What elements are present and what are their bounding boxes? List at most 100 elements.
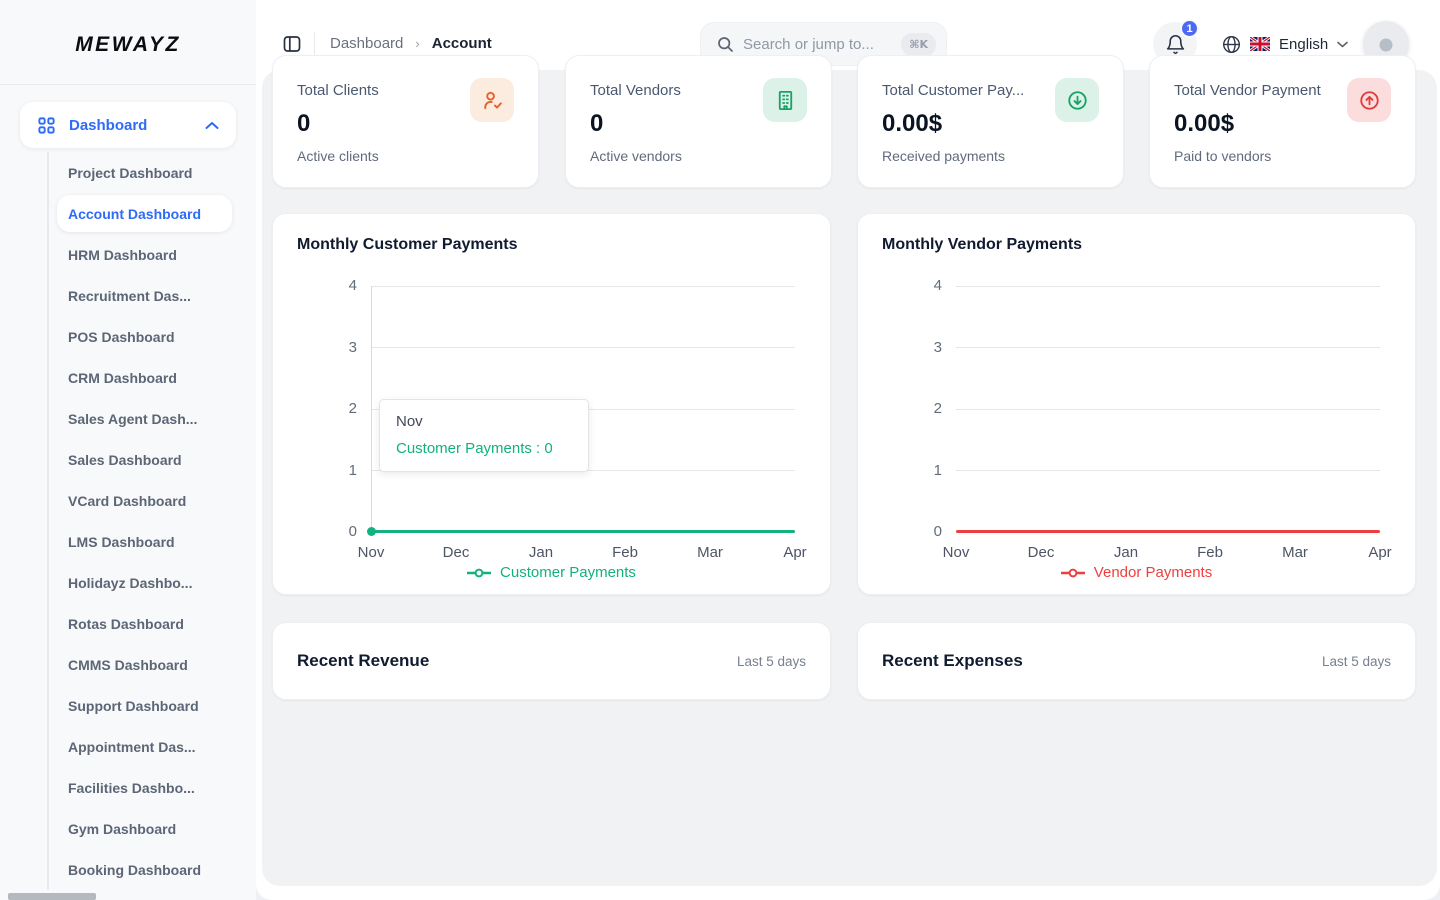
grid-icon xyxy=(37,116,56,135)
stat-label: Total Customer Pay... xyxy=(882,82,1025,99)
chevron-up-icon xyxy=(205,121,219,130)
arrow-up-circle-icon xyxy=(1347,78,1391,122)
x-tick: Feb xyxy=(1197,544,1223,561)
y-tick: 4 xyxy=(348,277,357,294)
sidebar-item-support-dashboard[interactable]: Support Dashboard xyxy=(68,697,199,714)
sidebar-section-label: Dashboard xyxy=(69,116,148,134)
legend-marker-icon xyxy=(467,567,492,579)
stat-value: 0.00$ xyxy=(1174,110,1235,137)
sidebar: MEWAYZ Dashboard Project Dashboard Accou… xyxy=(0,0,256,900)
legend-label: Customer Payments xyxy=(500,564,636,581)
uk-flag-icon xyxy=(1250,37,1270,51)
bell-icon xyxy=(1166,34,1184,54)
chevron-down-icon xyxy=(1337,41,1349,48)
breadcrumb: Dashboard › Account xyxy=(330,35,492,52)
notification-count-badge: 1 xyxy=(1180,19,1199,38)
user-check-icon xyxy=(470,78,514,122)
x-tick: Mar xyxy=(1282,544,1308,561)
card-title: Recent Expenses xyxy=(882,651,1023,670)
stat-card-total-customer-payment: Total Customer Pay... 0.00$ Received pay… xyxy=(857,55,1124,188)
y-tick: 3 xyxy=(933,339,942,356)
chart-monthly-vendor-payments: Monthly Vendor Payments 4 3 2 1 0 Nov De… xyxy=(857,213,1416,595)
sidebar-item-sales-dashboard[interactable]: Sales Dashboard xyxy=(68,451,182,468)
x-tick: Jan xyxy=(528,544,554,561)
stat-card-total-vendors: Total Vendors 0 Active vendors xyxy=(565,55,832,188)
sidebar-nav: Project Dashboard Account Dashboard HRM … xyxy=(0,152,256,890)
chart-tooltip: Nov Customer Payments : 0 xyxy=(379,399,589,472)
plot-area[interactable] xyxy=(956,286,1380,533)
sidebar-divider xyxy=(0,84,256,85)
sidebar-tree-line xyxy=(47,152,49,890)
sidebar-item-lms-dashboard[interactable]: LMS Dashboard xyxy=(68,533,175,550)
legend-marker-icon xyxy=(1060,567,1085,579)
header-divider xyxy=(314,32,315,56)
vendor-payments-series-line xyxy=(956,530,1380,533)
stat-caption: Active clients xyxy=(297,148,379,164)
card-title: Recent Revenue xyxy=(297,651,430,670)
sidebar-item-sales-agent-dashboard[interactable]: Sales Agent Dash... xyxy=(68,410,198,427)
sidebar-scrollbar[interactable] xyxy=(8,893,96,900)
card-period: Last 5 days xyxy=(736,653,806,669)
x-tick: Nov xyxy=(942,544,970,561)
brand-logo: MEWAYZ xyxy=(75,33,181,56)
breadcrumb-section[interactable]: Dashboard xyxy=(330,35,404,52)
sidebar-item-account-dashboard[interactable]: Account Dashboard xyxy=(0,193,256,234)
x-tick: Nov xyxy=(357,544,385,561)
card-period: Last 5 days xyxy=(1321,653,1391,669)
stat-label: Total Clients xyxy=(297,82,379,99)
chart-monthly-customer-payments: Monthly Customer Payments 4 3 2 1 0 Nov … xyxy=(272,213,831,595)
sidebar-item-vcard-dashboard[interactable]: VCard Dashboard xyxy=(68,492,187,509)
search-icon xyxy=(717,36,734,53)
stat-label: Total Vendor Payment xyxy=(1174,82,1321,99)
x-tick: Apr xyxy=(783,544,807,561)
x-tick: Dec xyxy=(442,544,470,561)
sidebar-item-recruitment-dashboard[interactable]: Recruitment Das... xyxy=(68,287,191,304)
sidebar-toggle-icon[interactable] xyxy=(283,35,301,53)
recent-expenses-card: Recent Expenses Last 5 days xyxy=(857,622,1416,700)
sidebar-item-holidayz-dashboard[interactable]: Holidayz Dashbo... xyxy=(68,574,193,591)
stat-caption: Paid to vendors xyxy=(1174,148,1272,164)
language-selector[interactable]: English xyxy=(1222,26,1349,62)
main-panel: Dashboard › Account ⌘K 1 xyxy=(256,0,1440,900)
stat-value: 0.00$ xyxy=(882,110,943,137)
y-tick: 0 xyxy=(348,523,357,540)
x-tick: Feb xyxy=(612,544,638,561)
sidebar-item-gym-dashboard[interactable]: Gym Dashboard xyxy=(68,820,177,837)
search-input[interactable] xyxy=(743,35,893,53)
y-tick: 2 xyxy=(348,400,357,417)
sidebar-section-dashboard[interactable]: Dashboard xyxy=(20,102,236,148)
sidebar-item-cmms-dashboard[interactable]: CMMS Dashboard xyxy=(68,656,188,673)
breadcrumb-current: Account xyxy=(431,35,492,52)
chart-legend[interactable]: Customer Payments xyxy=(273,564,830,581)
hovered-data-point xyxy=(367,527,376,536)
chart-crosshair xyxy=(371,286,372,532)
language-label: English xyxy=(1279,35,1329,53)
stat-card-total-clients: Total Clients 0 Active clients xyxy=(272,55,539,188)
stat-card-total-vendor-payment: Total Vendor Payment 0.00$ Paid to vendo… xyxy=(1149,55,1416,188)
sidebar-item-pos-dashboard[interactable]: POS Dashboard xyxy=(68,328,175,345)
sidebar-item-project-dashboard[interactable]: Project Dashboard xyxy=(68,164,193,181)
sidebar-item-appointment-dashboard[interactable]: Appointment Das... xyxy=(68,738,196,755)
chart-title: Monthly Vendor Payments xyxy=(882,236,1083,253)
sidebar-item-hrm-dashboard[interactable]: HRM Dashboard xyxy=(68,246,177,263)
stat-caption: Received payments xyxy=(882,148,1005,164)
stat-value: 0 xyxy=(590,110,604,137)
sidebar-item-facilities-dashboard[interactable]: Facilities Dashbo... xyxy=(68,779,195,796)
x-tick: Apr xyxy=(1368,544,1392,561)
recent-revenue-card: Recent Revenue Last 5 days xyxy=(272,622,831,700)
y-tick: 2 xyxy=(933,400,942,417)
chart-title: Monthly Customer Payments xyxy=(297,236,518,253)
stat-label: Total Vendors xyxy=(590,82,681,99)
legend-label: Vendor Payments xyxy=(1093,564,1213,581)
x-tick: Mar xyxy=(697,544,723,561)
sidebar-item-rotas-dashboard[interactable]: Rotas Dashboard xyxy=(68,615,184,632)
x-tick: Jan xyxy=(1113,544,1139,561)
x-tick: Dec xyxy=(1027,544,1055,561)
sidebar-item-booking-dashboard[interactable]: Booking Dashboard xyxy=(68,861,202,878)
chart-legend[interactable]: Vendor Payments xyxy=(858,564,1415,581)
globe-icon xyxy=(1222,35,1241,54)
active-item-pill xyxy=(57,195,232,232)
sidebar-item-crm-dashboard[interactable]: CRM Dashboard xyxy=(68,369,177,386)
stat-caption: Active vendors xyxy=(590,148,682,164)
y-tick: 0 xyxy=(933,523,942,540)
